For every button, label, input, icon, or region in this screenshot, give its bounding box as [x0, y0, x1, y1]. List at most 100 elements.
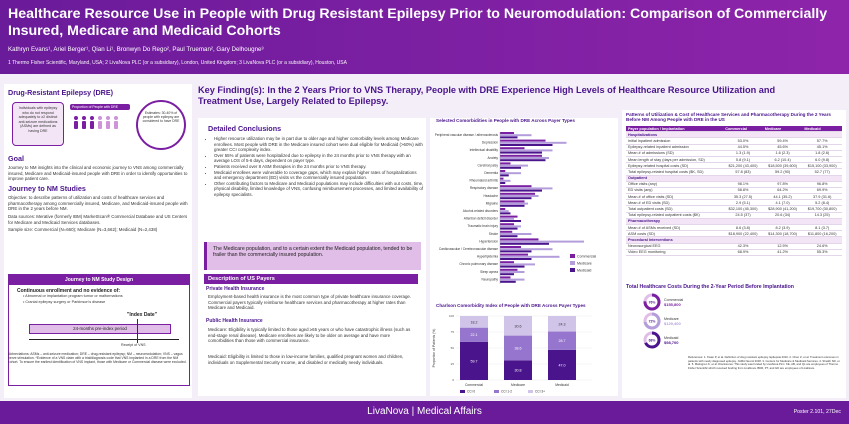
- dre-proportion-label: Proportion of People with DRE: [70, 104, 130, 110]
- affiliations: 1 Thermo Fisher Scientific, Maryland, US…: [8, 60, 347, 66]
- legend-swatch: [570, 254, 575, 258]
- table-cell: $28,900 (41,200): [762, 205, 803, 213]
- receipt-label: Receipt of VNS: [121, 343, 146, 347]
- table-cell: Total outpatient costs (SD): [626, 205, 724, 213]
- bar-medicare: [500, 134, 532, 137]
- legend-swatch: [494, 390, 499, 393]
- conclusion-item: Patients received over 8 ASM therapies i…: [214, 164, 424, 170]
- table-cell: Total epilepsy-related hospital costs ($…: [626, 168, 724, 176]
- category-label: Anxiety: [488, 156, 499, 160]
- bar-medicare: [500, 271, 525, 273]
- y-tick-label: 50: [451, 346, 455, 350]
- table-row: Outpatient: [626, 175, 842, 182]
- table-cell: Mean # of ED visits (SD): [626, 199, 724, 207]
- table-row: Mean # of ASMs received (SD) 8.6 (3.8) 8.2…: [626, 224, 842, 232]
- conclusion-item: Other contributing factors to Medicare a…: [214, 181, 424, 198]
- legend-label: Medicare: [577, 262, 592, 266]
- category-label: Stroke: [489, 232, 498, 236]
- table-cell: Initial inpatient admission: [626, 137, 724, 145]
- table-cell: 68.9%: [723, 249, 763, 256]
- data-label: 28.7: [559, 339, 566, 343]
- table-row: Procedural Interventions: [626, 236, 842, 244]
- data-source-text: Data sources: Merative (formerly IBM) Ma…: [8, 214, 188, 225]
- bar-commercial: [500, 223, 514, 226]
- footer: LivaNova | Medical Affairs Poster 2.101,…: [0, 401, 849, 424]
- dre-estimate-circle: Estimates: 30-40% of people with epileps…: [136, 100, 186, 150]
- legend-label: Medicaid: [577, 269, 591, 273]
- table-cell: Epilepsy-related inpatient admission: [626, 144, 724, 151]
- table-cell: 2.9 (5.1): [723, 199, 763, 207]
- category-label: Dementia: [484, 171, 498, 175]
- study-design-box: Journey to NM Study Design Continuous en…: [8, 274, 190, 386]
- table-cell: 96.8%: [802, 181, 842, 188]
- table-row: Pharmacotherapy: [626, 218, 842, 226]
- cci-chart: Proportion of Patients (%) 0 25 50 75 100 59.7…: [432, 314, 592, 394]
- bar-commercial: [500, 238, 539, 241]
- column-header: Medicare: [762, 126, 803, 133]
- table-row: Total epilepsy-related hospital costs ($…: [626, 168, 842, 176]
- references: References: 1. Kwan P, et al. Definition…: [688, 355, 840, 370]
- table-cell: $32,100 (45,300): [723, 205, 763, 213]
- bar-medicaid: [500, 235, 518, 238]
- table-group-label: Procedural Interventions: [626, 236, 842, 244]
- bar-medicare: [500, 187, 553, 190]
- table-cell: 59.2 (90): [762, 168, 803, 176]
- table-cell: 44.1 (35.2): [762, 193, 803, 201]
- legend-swatch: [460, 390, 465, 393]
- donut-fill: [643, 331, 661, 349]
- bar-medicare: [500, 240, 584, 243]
- table-cell: 59.4%: [762, 137, 803, 145]
- table-cell: Neurosurgical EEG: [626, 243, 724, 250]
- dre-title: Drug-Resistant Epilepsy (DRE): [8, 88, 114, 97]
- bar-medicaid: [500, 273, 514, 276]
- table-row: Video EEG monitoring 68.9% 41.2% 55.3%: [626, 249, 842, 256]
- table-title: Patterns of Utilization & Cost of Health…: [626, 112, 831, 123]
- category-label: Cerebral palsy: [477, 163, 498, 167]
- donut-title: Total Healthcare Costs During the 2-Year…: [626, 284, 794, 290]
- bar-medicaid: [500, 159, 546, 162]
- legend-label: Commercial: [577, 255, 596, 259]
- table-cell: 58.8%: [723, 187, 763, 195]
- table-cell: Mean # of ASMs received (SD): [626, 224, 724, 232]
- cost-donuts: 76% Commercial$155,800 72% Medicare$129,400…: [643, 293, 683, 349]
- table-group-label: Outpatient: [626, 175, 842, 182]
- comorbidity-chart-title: Selected Comorbidities in People with DR…: [436, 118, 575, 123]
- callout-box: The Medicare population, and to a certai…: [204, 242, 421, 270]
- bar-medicaid: [500, 258, 532, 260]
- stack-segment: [460, 327, 488, 342]
- y-tick-label: 25: [451, 362, 455, 366]
- poster-number: Poster 2.101, 27Dec: [793, 409, 841, 415]
- dre-proportion-box: Proportion of People with DRE: [70, 104, 130, 142]
- private-title: Private Health Insurance: [206, 286, 265, 292]
- data-label: 59.7: [471, 359, 478, 363]
- stack-segment: [548, 349, 576, 380]
- bar-medicare: [500, 149, 553, 152]
- dre-definition-box: Individuals with epilepsy who do not res…: [12, 102, 64, 146]
- design-heading: Continuous enrollment and no evidence of…: [17, 288, 121, 294]
- callout-text: The Medicare population, and to a certai…: [213, 246, 413, 259]
- table-cell: 8.2 (3.9): [762, 224, 803, 232]
- table-group-label: Pharmacotherapy: [626, 218, 842, 226]
- donut-value: $129,400: [664, 321, 681, 326]
- legend-swatch: [570, 261, 575, 265]
- table-cell: 44.5%: [723, 144, 763, 151]
- table-cell: 97.8%: [762, 181, 803, 188]
- table-cell: 41.2%: [762, 249, 803, 256]
- category-label: Respiratory disease: [470, 186, 498, 190]
- design-bullet-2: • Cranial epilepsy surgery or Parkinson'…: [23, 299, 106, 304]
- table-cell: $15,100 (33,900): [802, 162, 842, 170]
- bar-commercial: [500, 162, 511, 165]
- bar-commercial: [500, 192, 535, 195]
- table-row: ASM costs (SD) $18,900 (22,400) $14,300 (1…: [626, 230, 842, 238]
- abbreviations: Abbreviations: ASMs – anti-seizure medic…: [8, 352, 187, 365]
- category-label: Hypertension: [479, 239, 498, 243]
- data-label: 47.0: [559, 363, 566, 367]
- table-cell: 4.1 (7.0): [762, 199, 803, 207]
- bar-medicaid: [500, 182, 506, 184]
- table-cell: 8.1 (3.7): [802, 224, 842, 232]
- table-row: Total outpatient costs (SD) $32,100 (45,3…: [626, 205, 842, 213]
- legend-label: CCI 3+: [535, 390, 545, 394]
- table-cell: 69.9%: [802, 187, 842, 195]
- stack-segment: [460, 341, 488, 380]
- table-row: Mean # of admissions (SD) 1.3 (1.9) 1.6 (2…: [626, 150, 842, 157]
